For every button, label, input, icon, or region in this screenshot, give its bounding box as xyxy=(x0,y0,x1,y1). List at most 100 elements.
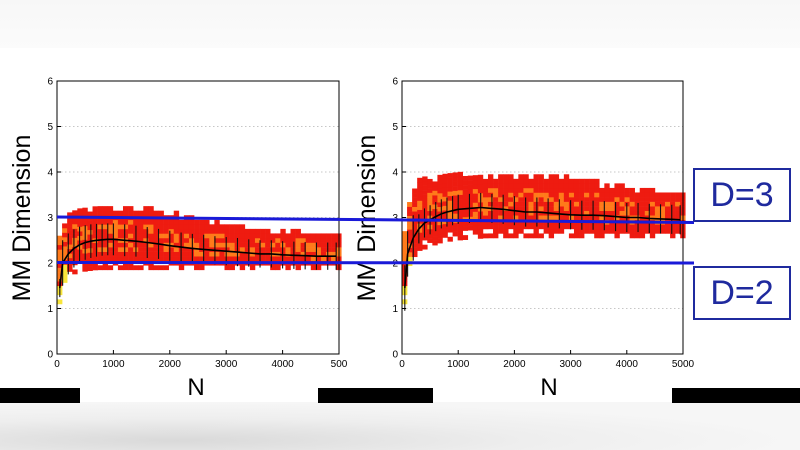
density-cell xyxy=(594,215,600,221)
density-cell xyxy=(528,192,534,198)
density-cell xyxy=(508,210,514,216)
density-cell xyxy=(498,224,504,230)
density-cell xyxy=(407,242,413,248)
density-cell xyxy=(644,206,651,211)
density-cell xyxy=(168,242,175,248)
density-cell xyxy=(573,210,580,216)
density-cell xyxy=(260,228,266,234)
density-cell xyxy=(654,206,661,211)
density-cell xyxy=(629,197,635,202)
density-cell xyxy=(412,193,418,198)
density-cell xyxy=(619,187,625,193)
density-cell xyxy=(417,177,423,183)
density-cell xyxy=(209,237,215,243)
density-cell xyxy=(447,236,453,242)
density-cell xyxy=(437,238,443,244)
density-cell xyxy=(128,256,134,262)
density-cell xyxy=(538,233,544,239)
density-cell xyxy=(462,212,469,218)
density-cell xyxy=(62,227,68,233)
density-cell xyxy=(57,249,63,255)
density-cell xyxy=(422,194,428,200)
density-cell xyxy=(417,214,423,220)
density-cell xyxy=(548,187,555,193)
density-cell xyxy=(300,247,307,252)
density-cell xyxy=(402,231,408,236)
density-cell xyxy=(224,237,230,243)
density-cell xyxy=(422,190,428,195)
density-cell xyxy=(634,206,641,211)
density-cell xyxy=(102,219,109,225)
y-tick-label: 5 xyxy=(392,122,398,133)
density-cell xyxy=(670,192,676,198)
density-cell xyxy=(229,256,235,262)
density-cell xyxy=(138,256,144,262)
density-cell xyxy=(417,182,423,188)
density-cell xyxy=(467,175,474,181)
density-cell xyxy=(178,219,185,225)
density-cell xyxy=(102,210,109,216)
density-cell xyxy=(254,256,261,262)
density-cell xyxy=(290,233,296,239)
density-cell xyxy=(568,201,575,207)
density-cell xyxy=(442,182,448,188)
density-cell xyxy=(143,224,149,230)
density-cell xyxy=(634,201,641,207)
density-cell xyxy=(548,233,555,239)
density-cell xyxy=(97,219,103,225)
density-cell xyxy=(533,183,539,189)
density-cell xyxy=(163,237,169,243)
density-cell xyxy=(634,224,641,230)
density-cell xyxy=(204,242,210,248)
density-cell xyxy=(290,251,296,257)
density-cell xyxy=(290,256,296,262)
density-cell xyxy=(138,237,144,243)
density-cell xyxy=(589,183,595,189)
y-tick-label: 1 xyxy=(392,304,398,315)
density-cell xyxy=(614,201,620,207)
density-cell xyxy=(254,237,261,243)
density-cell xyxy=(239,228,246,234)
density-cell xyxy=(148,265,154,271)
density-cell xyxy=(584,210,590,216)
density-cell xyxy=(538,215,544,221)
density-cell xyxy=(280,228,286,234)
density-cell xyxy=(462,235,469,240)
density-cell xyxy=(508,201,514,207)
density-cell xyxy=(402,244,408,250)
density-cell xyxy=(158,219,164,225)
density-cell xyxy=(92,247,98,253)
density-cell xyxy=(467,211,474,217)
density-cell xyxy=(503,201,509,207)
density-cell xyxy=(472,184,479,190)
density-cell xyxy=(117,210,124,216)
black-bar-middle xyxy=(318,388,433,403)
y-tick-label: 4 xyxy=(392,168,398,179)
density-cell xyxy=(229,233,235,239)
density-cell xyxy=(437,220,443,226)
density-cell xyxy=(265,237,271,243)
density-cell xyxy=(194,256,200,262)
density-cell xyxy=(639,224,646,230)
density-cell xyxy=(188,237,195,243)
density-cell xyxy=(599,197,605,202)
x-tick-label: 3000 xyxy=(215,359,238,370)
density-cell xyxy=(437,174,443,180)
density-cell xyxy=(72,246,78,252)
density-cell xyxy=(331,233,337,239)
density-cell xyxy=(244,237,251,243)
density-cell xyxy=(558,215,565,221)
density-cell xyxy=(513,178,519,184)
density-cell xyxy=(128,242,134,248)
density-cell xyxy=(493,178,499,184)
density-cell xyxy=(219,224,225,230)
density-cell xyxy=(249,237,256,243)
density-cell xyxy=(670,206,676,211)
density-cell xyxy=(457,180,463,186)
density-cell xyxy=(72,233,78,238)
density-cell xyxy=(579,192,585,198)
black-bar-right xyxy=(672,388,800,403)
density-cell xyxy=(432,208,438,214)
density-cell xyxy=(92,229,98,234)
